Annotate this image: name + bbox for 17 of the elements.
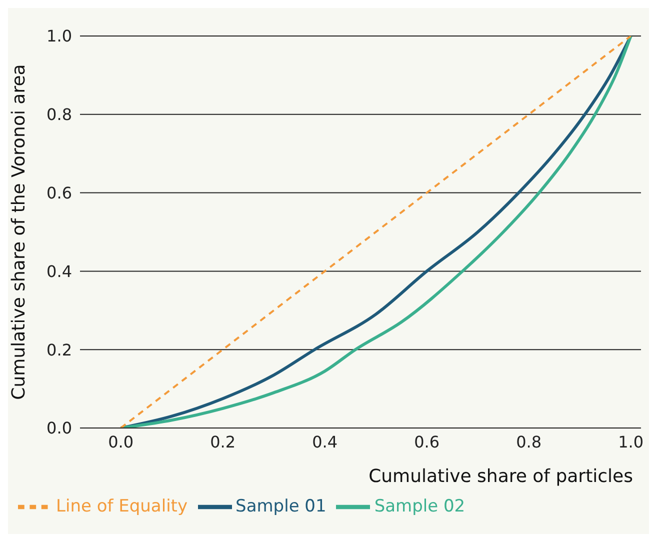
x-axis-title: Cumulative share of particles [368,466,633,487]
legend-label: Sample 01 [236,496,326,517]
legend-label: Sample 02 [374,496,466,517]
x-tick-label: 0.4 [312,432,338,452]
y-tick-label: 0.4 [46,262,72,281]
x-tick-label: 1.0 [618,432,644,452]
x-tick-label: 0.6 [414,432,440,452]
y-tick-label: 0.0 [46,418,72,438]
y-tick-label: 0.2 [46,340,72,360]
y-tick-label: 0.8 [46,105,72,124]
y-tick-label: 0.6 [46,183,72,202]
x-tick-label: 0.0 [108,432,134,452]
legend-label: Line of Equality [56,496,188,517]
x-tick-label: 0.2 [210,432,236,452]
y-tick-label: 1.0 [46,26,72,46]
y-axis-title: Cumulative share of the Voronoi area [8,64,30,400]
x-tick-label: 0.8 [516,432,542,452]
